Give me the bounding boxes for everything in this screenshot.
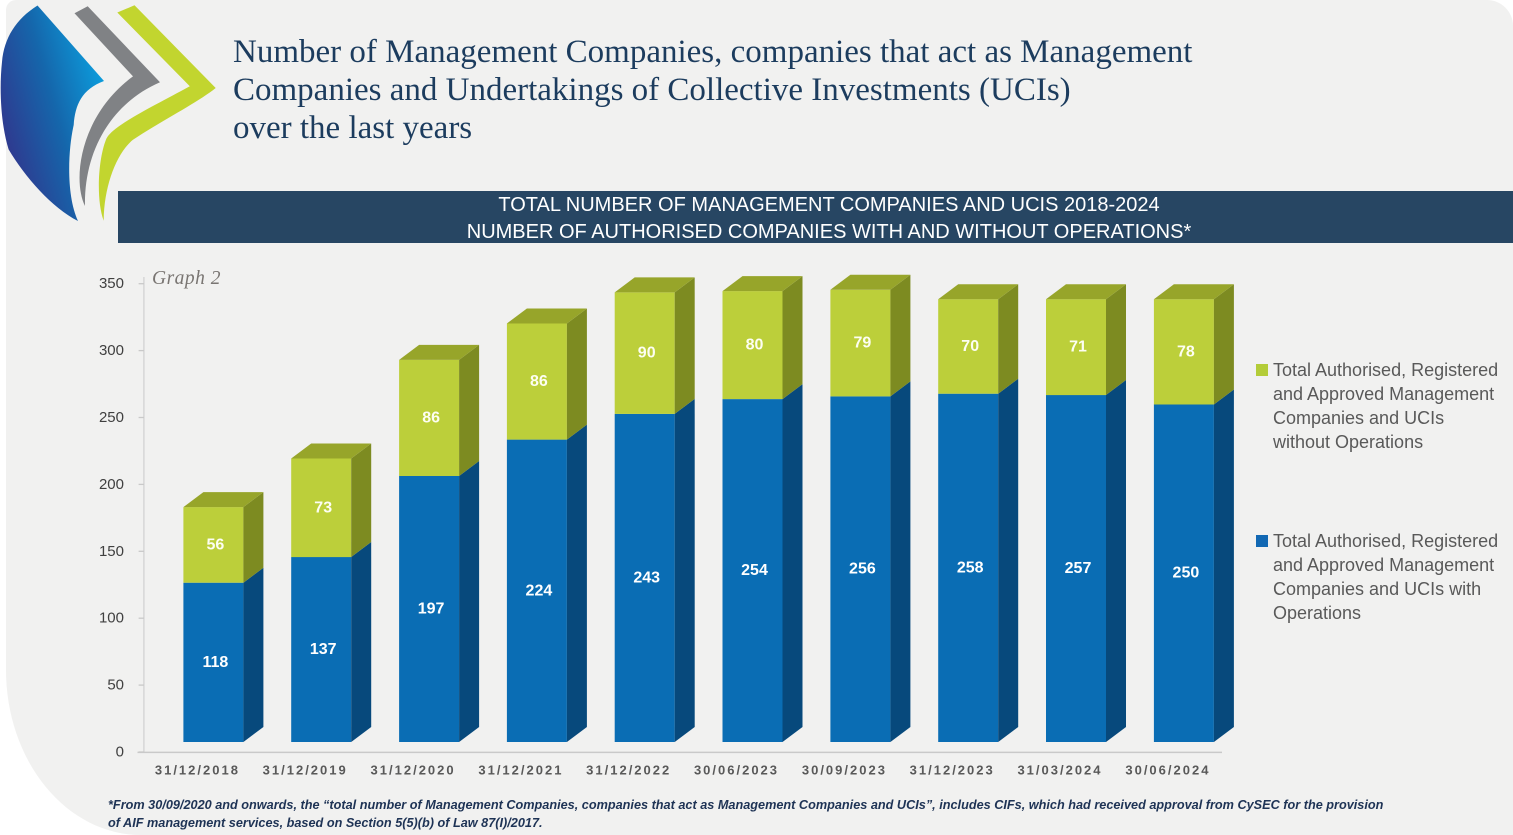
- svg-text:0: 0: [116, 744, 124, 761]
- svg-text:100: 100: [99, 610, 124, 627]
- svg-text:137: 137: [310, 641, 337, 658]
- svg-text:70: 70: [961, 338, 979, 355]
- svg-text:30/06/2023: 30/06/2023: [694, 763, 779, 778]
- svg-text:224: 224: [526, 582, 553, 599]
- svg-text:31/12/2023: 31/12/2023: [910, 763, 995, 778]
- svg-text:250: 250: [99, 409, 124, 426]
- svg-text:243: 243: [633, 570, 660, 587]
- svg-text:30/09/2023: 30/09/2023: [802, 763, 887, 778]
- svg-text:86: 86: [530, 373, 548, 390]
- svg-text:254: 254: [741, 562, 768, 579]
- svg-text:31/12/2021: 31/12/2021: [478, 763, 563, 778]
- svg-text:31/12/2022: 31/12/2022: [586, 763, 671, 778]
- svg-text:31/12/2018: 31/12/2018: [155, 763, 240, 778]
- svg-text:50: 50: [107, 677, 124, 694]
- svg-text:71: 71: [1069, 339, 1087, 356]
- svg-text:118: 118: [202, 654, 228, 671]
- svg-text:56: 56: [207, 536, 225, 553]
- svg-text:258: 258: [957, 559, 984, 576]
- svg-text:79: 79: [854, 335, 872, 352]
- svg-text:257: 257: [1065, 560, 1092, 577]
- svg-text:200: 200: [99, 476, 124, 493]
- svg-text:80: 80: [746, 337, 764, 354]
- svg-text:30/06/2024: 30/06/2024: [1125, 763, 1210, 778]
- svg-text:300: 300: [99, 342, 124, 359]
- svg-text:86: 86: [422, 410, 440, 427]
- svg-text:31/12/2019: 31/12/2019: [263, 763, 348, 778]
- svg-text:350: 350: [99, 275, 124, 292]
- svg-text:90: 90: [638, 345, 656, 362]
- svg-text:31/03/2024: 31/03/2024: [1017, 763, 1102, 778]
- svg-text:150: 150: [99, 543, 124, 560]
- svg-text:78: 78: [1177, 343, 1195, 360]
- svg-text:256: 256: [849, 561, 876, 578]
- svg-text:197: 197: [418, 601, 445, 618]
- svg-text:250: 250: [1173, 565, 1200, 582]
- svg-text:31/12/2020: 31/12/2020: [371, 763, 456, 778]
- svg-text:73: 73: [314, 499, 332, 516]
